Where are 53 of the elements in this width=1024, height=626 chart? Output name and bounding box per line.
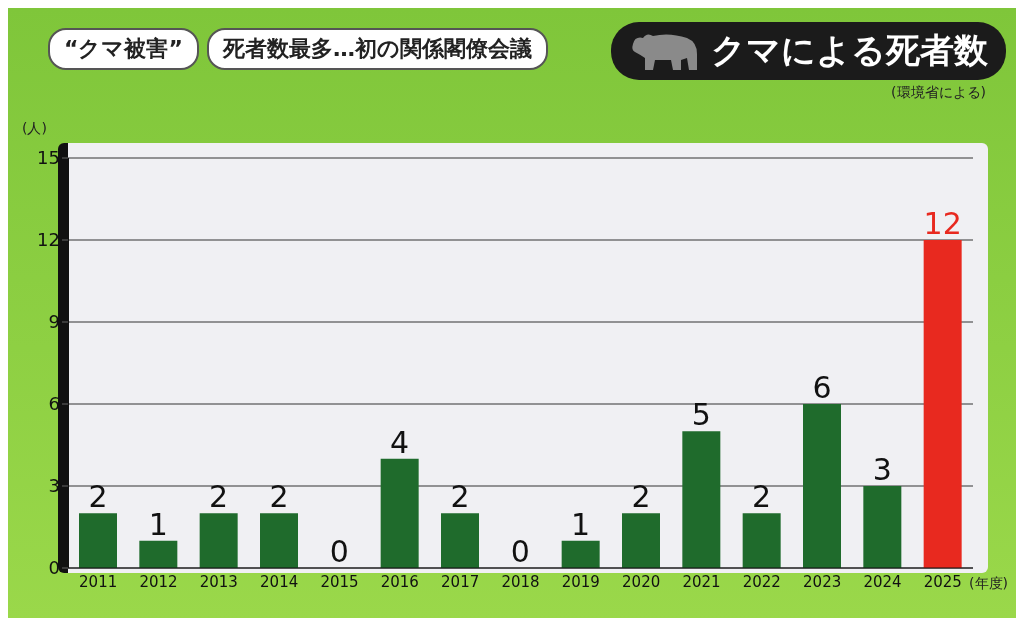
x-axis-title: (年度) [969,575,1008,593]
x-tick-label: 2020 [622,572,661,591]
x-tick-label: 2017 [441,572,480,591]
data-label: 0 [329,533,349,569]
data-label: 2 [631,479,651,515]
y-tick-label: 0 [48,557,60,579]
data-label: 1 [148,506,168,542]
data-label: 2 [450,479,470,515]
x-tick-label: 2023 [803,572,842,591]
data-label: 4 [390,424,410,460]
y-tick-label: 3 [48,475,60,497]
data-label: 0 [510,533,530,569]
x-tick-label: 2025 [923,572,962,591]
x-tick-label: 2021 [682,572,721,591]
data-label: 3 [872,452,892,487]
bar [199,513,238,568]
data-label: 12 [923,206,962,241]
x-tick-label: 2019 [561,572,600,591]
bar [923,240,962,568]
chart-subtitle: (環境省による) [891,84,986,102]
chart-title: クマによる死者数 [711,29,988,72]
bar [863,486,902,568]
x-tick-label: 2016 [380,572,419,591]
y-tick-label: 12 [37,229,60,251]
y-axis-title: (人) [22,120,47,138]
bar [682,431,721,568]
data-label: 5 [691,397,711,433]
x-tick-label: 2018 [501,572,540,591]
x-tick-label: 2013 [199,572,238,591]
bar [622,513,660,568]
x-tick-label: 2011 [79,572,118,591]
bar [79,513,117,568]
bar [561,540,600,568]
x-tick-label: 2022 [742,572,781,591]
bar [803,404,841,568]
bar [260,513,298,568]
data-label: 2 [752,479,772,515]
x-tick-label: 2014 [260,572,299,591]
x-tick-label: 2024 [863,572,902,591]
x-tick-label: 2015 [320,572,359,591]
data-label: 1 [571,506,591,542]
bar [139,540,178,568]
data-label: 2 [209,479,229,515]
x-tick-label: 2012 [139,572,178,591]
text: “クマ被害” [48,28,199,70]
data-label: 2 [269,479,289,515]
bar [742,513,781,568]
text: 死者数最多…初の関係閣僚会議 [206,28,548,70]
bar [441,513,479,568]
data-label: 2 [88,479,108,515]
data-label: 6 [812,370,832,405]
y-tick-label: 15 [37,147,60,169]
bar [380,458,419,568]
